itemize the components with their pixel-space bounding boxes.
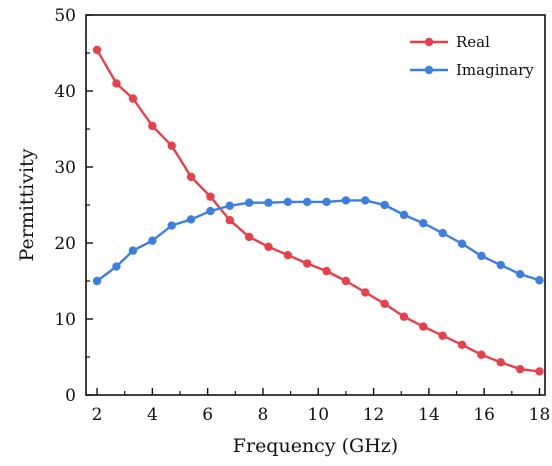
legend-item-real: Real [410, 33, 490, 51]
legend-marker [424, 37, 434, 47]
plot-area [92, 45, 544, 376]
data-point [438, 228, 447, 238]
x-tick-label: 18 [529, 405, 551, 425]
data-point [244, 232, 254, 242]
y-tick-label: 50 [54, 6, 76, 26]
data-point [457, 340, 467, 350]
data-point [167, 221, 176, 230]
y-tick-label: 30 [54, 158, 76, 178]
data-point [496, 358, 505, 367]
y-tick-label: 10 [54, 310, 76, 330]
x-tick-label: 16 [473, 405, 495, 425]
data-point [419, 219, 428, 228]
data-point [438, 331, 447, 340]
series-imaginary [92, 196, 544, 286]
y-axis-label: Permittivity [16, 148, 38, 261]
data-point [186, 215, 196, 224]
data-point [92, 45, 102, 55]
data-point [341, 276, 351, 286]
legend-marker [424, 65, 434, 75]
x-tick-label: 12 [363, 405, 385, 425]
data-point [380, 200, 389, 210]
data-point [148, 121, 157, 131]
data-point [322, 266, 331, 276]
data-point [206, 192, 215, 201]
x-tick-label: 14 [418, 405, 440, 425]
data-point [225, 216, 234, 225]
data-point [515, 269, 525, 279]
data-point [496, 260, 505, 270]
data-point [477, 350, 486, 359]
x-tick-label: 6 [202, 405, 213, 425]
data-point [186, 172, 196, 182]
data-point [283, 250, 293, 260]
data-point [283, 197, 293, 207]
x-tick-label: 2 [92, 405, 103, 425]
data-point [264, 198, 273, 207]
data-point [167, 141, 176, 150]
data-point [303, 197, 312, 207]
data-point [457, 239, 467, 248]
data-point [361, 288, 370, 297]
x-tick-label: 8 [258, 405, 269, 425]
data-point [128, 246, 138, 255]
data-point [341, 196, 351, 205]
data-point [477, 251, 486, 261]
x-axis-label: Frequency (GHz) [233, 435, 398, 457]
data-point [206, 206, 215, 216]
x-tick-label: 10 [307, 405, 329, 425]
legend: Real Imaginary [410, 33, 534, 79]
y-tick-label: 0 [65, 386, 76, 406]
data-point [535, 276, 544, 285]
data-point [535, 367, 544, 376]
legend-label: Real [456, 33, 490, 51]
data-point [419, 322, 428, 331]
data-point [112, 79, 121, 88]
data-point [128, 94, 138, 103]
legend-label: Imaginary [456, 61, 534, 79]
x-tick-label: 4 [147, 405, 158, 425]
y-tick-label: 40 [54, 82, 76, 102]
data-point [244, 198, 254, 207]
data-point [148, 236, 157, 245]
data-point [225, 201, 234, 210]
legend-item-imaginary: Imaginary [410, 61, 534, 79]
data-point [322, 197, 331, 207]
data-point [380, 299, 389, 308]
y-tick-label: 20 [54, 234, 76, 254]
data-point [515, 364, 525, 374]
axes: 2 4 6 8 10 12 14 16 18 0 10 20 30 40 50 [54, 6, 550, 425]
data-point [361, 196, 370, 205]
data-point [112, 262, 121, 271]
data-point [264, 242, 273, 251]
data-point [92, 276, 102, 286]
series-line-real [96, 49, 540, 373]
data-point [399, 210, 409, 220]
series-real [92, 45, 544, 376]
data-point [399, 312, 409, 321]
data-point [303, 259, 312, 268]
